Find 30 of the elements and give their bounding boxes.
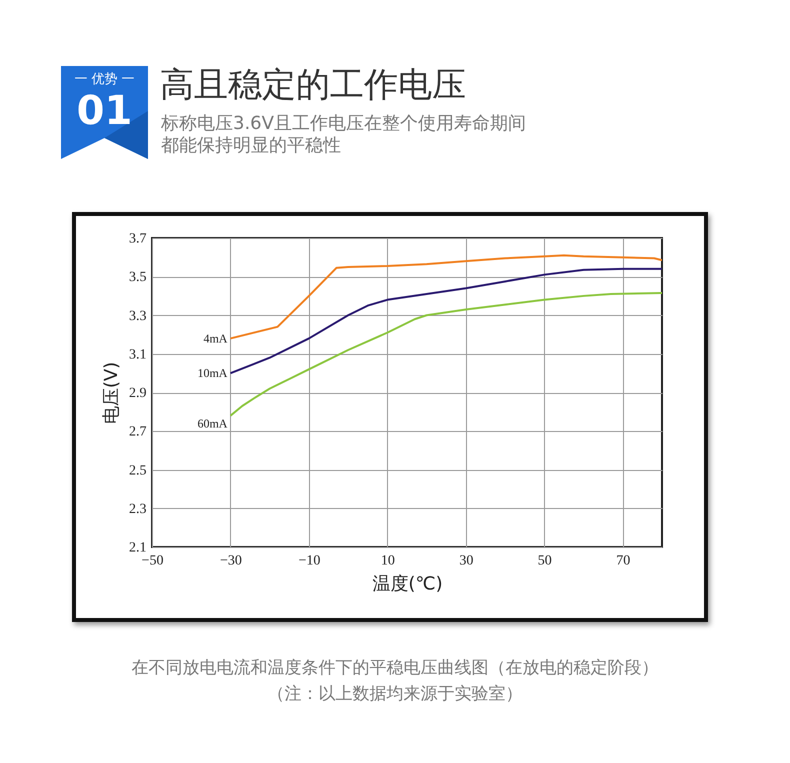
y-tick-label: 2.9 <box>129 386 146 401</box>
line-series <box>229 254 662 340</box>
y-axis-title: 电压(V) <box>101 362 122 424</box>
y-tick-label: 2.7 <box>129 424 146 440</box>
x-tick-label: 50 <box>538 554 552 568</box>
series-label: 4mA <box>203 331 228 346</box>
chart-title: 高且稳定的工作电压 <box>160 64 466 107</box>
x-tick-label: −30 <box>220 554 242 568</box>
text: 在不同放电电流和温度条件下的平稳电压曲线图（在放电的稳定阶段） <box>130 657 660 679</box>
y-tick-label: 2.3 <box>129 502 146 517</box>
line-series <box>229 268 662 374</box>
x-tick-label: −10 <box>298 554 320 568</box>
chart-subtitle: 标称电压3.6V且工作电压在整个使用寿命期间都能保持明显的平稳性 <box>161 113 527 157</box>
x-tick-label: 70 <box>616 554 630 568</box>
x-tick-label: −50 <box>142 554 164 568</box>
text: （注：以上数据均来源于实验室） <box>266 683 524 705</box>
text: 01 <box>76 87 134 136</box>
y-tick-label: 3.3 <box>129 308 146 324</box>
series-label: 10mA <box>197 366 228 380</box>
line-series <box>229 292 662 417</box>
y-tick-label: 3.5 <box>129 270 146 286</box>
text: 一 优势 一 <box>73 71 136 88</box>
y-tick-label: 3.1 <box>129 347 146 362</box>
x-tick-label: 30 <box>459 554 474 568</box>
x-axis-title: 温度(℃) <box>372 574 443 594</box>
x-tick-label: 10 <box>380 554 395 568</box>
y-tick-label: 2.1 <box>129 540 146 556</box>
y-tick-label: 2.5 <box>129 463 146 478</box>
y-tick-label: 3.7 <box>129 232 146 246</box>
series-label: 60mA <box>197 416 228 431</box>
